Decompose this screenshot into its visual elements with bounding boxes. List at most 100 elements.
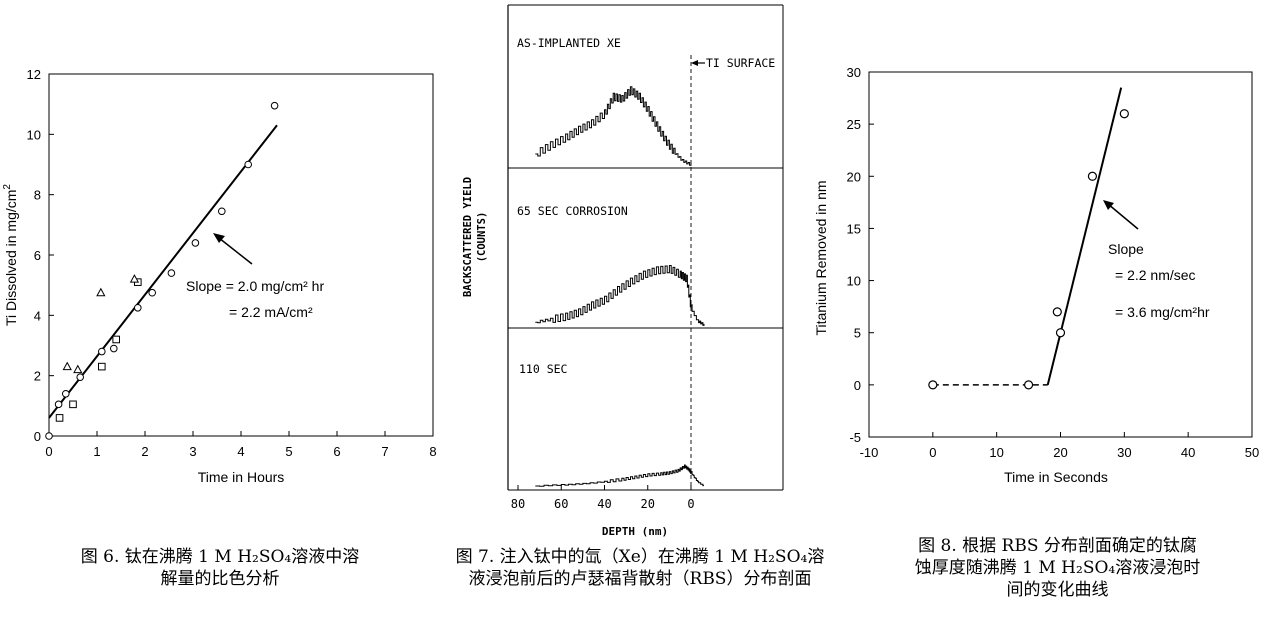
fig6-x-tick-label: 3 [189, 444, 196, 459]
fig6-y-tick-label: 0 [34, 429, 41, 444]
fig8-plot-frame [868, 71, 1253, 438]
fig7-caption-line2: 液浸泡前后的卢瑟福背散射（RBS）分布剖面 [468, 569, 812, 589]
fig6-caption-line2: 解量的比色分析 [160, 569, 280, 589]
fig6-x-tick-label: 0 [45, 444, 52, 459]
fig6-circle-point [62, 389, 70, 398]
fig7-caption-line1: 图 7. 注入钛中的氙（Xe）在沸腾 1 M H₂SO₄溶 [455, 547, 825, 567]
fig6-x-tick-label: 1 [93, 444, 100, 459]
fig7-x-tick-label: 40 [597, 497, 611, 511]
fig6-x-tick-label: 4 [237, 444, 244, 459]
fig6-y-tick-label: 2 [34, 369, 41, 384]
fig6-annotation-arrow [213, 233, 253, 265]
fig8-data-point [1087, 171, 1098, 181]
fig6-square-point [69, 400, 77, 409]
fig8-fit-line [1046, 87, 1123, 386]
fig6-annotation-line2: = 2.2 mA/cm² [229, 304, 313, 320]
fig6-y-tick-label: 6 [34, 248, 41, 263]
fig7-x-axis-label: DEPTH (nm) [602, 525, 668, 538]
fig6-triangle-point [129, 274, 140, 283]
fig6-square-point [98, 362, 106, 371]
fig8-annotation-line1: Slope [1108, 241, 1144, 257]
fig8-y-tick-label: 15 [847, 221, 861, 236]
fig7-panel-label-3: 110 SEC [519, 362, 568, 376]
fig6-circle-point [45, 432, 53, 440]
fig6-x-tick-label: 6 [333, 444, 340, 459]
fig7-x-tick-label: 20 [641, 497, 655, 511]
fig8-caption-line1: 图 8. 根据 RBS 分布剖面确定的钛腐 [918, 536, 1197, 556]
fig8-y-tick-label: 25 [847, 117, 861, 132]
fig8-y-tick-label: -5 [849, 430, 861, 445]
fig6-x-axis-label: Time in Hours [198, 469, 285, 485]
fig7-surface-label: TI SURFACE [706, 56, 775, 70]
fig6-square-point [112, 335, 121, 344]
fig6-circle-point [191, 239, 200, 247]
fig6-x-tick-label: 7 [381, 444, 388, 459]
fig6-annotation-line1: Slope = 2.0 mg/cm² hr [186, 278, 324, 294]
fig8-data-point [1023, 380, 1034, 390]
fig8-annotation-line2: = 2.2 nm/sec [1115, 267, 1196, 283]
fig8-y-axis-label: Titanium Removed in nm [813, 180, 829, 335]
fig6-y-tick-label: 12 [27, 67, 41, 82]
fig6-circle-point [244, 160, 252, 169]
fig8-caption-line3: 间的变化曲线 [1006, 580, 1109, 600]
fig7-panel-label-2: 65 SEC CORROSION [517, 204, 628, 218]
fig8-x-tick-label: 30 [1117, 445, 1131, 460]
fig6-x-tick-label: 2 [141, 444, 148, 459]
fig8-caption-line2: 蚀厚度随沸腾 1 M H₂SO₄溶液浸泡时 [914, 558, 1201, 578]
fig6-y-tick-label: 4 [34, 308, 41, 323]
fig8-x-tick-label: 50 [1245, 445, 1259, 460]
fig8-x-tick-label: 0 [929, 445, 936, 460]
fig8-y-tick-label: 30 [847, 65, 861, 80]
fig6-x-tick-label: 5 [285, 444, 292, 459]
fig8-annotation-line3: = 3.6 mg/cm²hr [1115, 304, 1210, 320]
fig6-y-tick-label: 10 [27, 127, 41, 142]
fig8-x-axis-label: Time in Seconds [1004, 469, 1108, 485]
fig6-caption-line1: 图 6. 钛在沸腾 1 M H₂SO₄溶液中溶 [80, 547, 360, 567]
fig6-caption: 图 6. 钛在沸腾 1 M H₂SO₄溶液中溶 解量的比色分析 [30, 546, 410, 590]
fig7-spectrum-line-3 [535, 464, 704, 487]
fig7-surface-arrow [691, 60, 705, 66]
fig8-x-tick-label: -10 [860, 445, 879, 460]
fig6-square-point [55, 414, 64, 422]
fig8-data-point [1055, 328, 1066, 338]
fig8-caption: 图 8. 根据 RBS 分布剖面确定的钛腐 蚀厚度随沸腾 1 M H₂SO₄溶液… [870, 535, 1245, 601]
fig6-circle-point [76, 373, 84, 381]
fig6-circle-point [134, 303, 142, 312]
fig8-x-tick-label: 20 [1053, 445, 1067, 460]
fig8-x-tick-label: 40 [1181, 445, 1195, 460]
fig8-y-tick-label: 10 [847, 274, 861, 289]
fig7-panel-label-1: AS-IMPLANTED XE [517, 36, 621, 50]
fig6-circle-point [218, 207, 226, 216]
fig7-y-axis-label2: (COUNTS) [476, 212, 488, 263]
fig6-fit-line [48, 124, 278, 419]
fig7-chart: 80 60 40 20 0 AS-IMPLANTED XE 65 SEC CORROSI… [462, 4, 784, 538]
fig6-triangle-point [96, 287, 106, 297]
fig8-y-tick-label: 5 [854, 326, 861, 341]
fig7-y-axis-label: BACKSCATTERED YIELD [462, 177, 474, 297]
fig8-data-point [1052, 307, 1062, 317]
fig7-x-tick-label: 60 [554, 497, 568, 511]
fig8-data-point [928, 380, 938, 390]
fig6-circle-point [110, 344, 118, 353]
fig6-circle-point [148, 288, 156, 297]
fig6-y-tick-label: 8 [34, 188, 41, 203]
fig7-spectrum-line-1 [535, 86, 692, 166]
fig7-x-tick-label: 0 [687, 497, 694, 511]
fig8-y-tick-label: 0 [854, 378, 861, 393]
fig6-circle-point [98, 347, 106, 356]
fig7-x-tick-label: 80 [511, 497, 525, 511]
fig8-y-tick-label: 20 [847, 169, 861, 184]
fig6-circle-point [54, 400, 63, 409]
fig8-x-tick-label: 10 [989, 445, 1003, 460]
fig6-circle-point [270, 101, 279, 110]
fig6-triangle-point [62, 361, 72, 371]
fig7-caption: 图 7. 注入钛中的氙（Xe）在沸腾 1 M H₂SO₄溶 液浸泡前后的卢瑟福背… [410, 546, 870, 590]
fig6-x-tick-label: 8 [429, 444, 436, 459]
fig8-data-point [1119, 109, 1129, 119]
fig6-y-axis-label: Ti Dissolved in mg/cm2 [2, 184, 19, 326]
fig8-chart: -10 0 10 20 30 40 50 -5 0 5 10 15 20 25 30 Time in Sec… [813, 65, 1259, 485]
fig6-circle-point [167, 269, 176, 277]
fig6-triangle-point [73, 364, 83, 374]
fig7-spectrum-line-2 [535, 265, 705, 326]
